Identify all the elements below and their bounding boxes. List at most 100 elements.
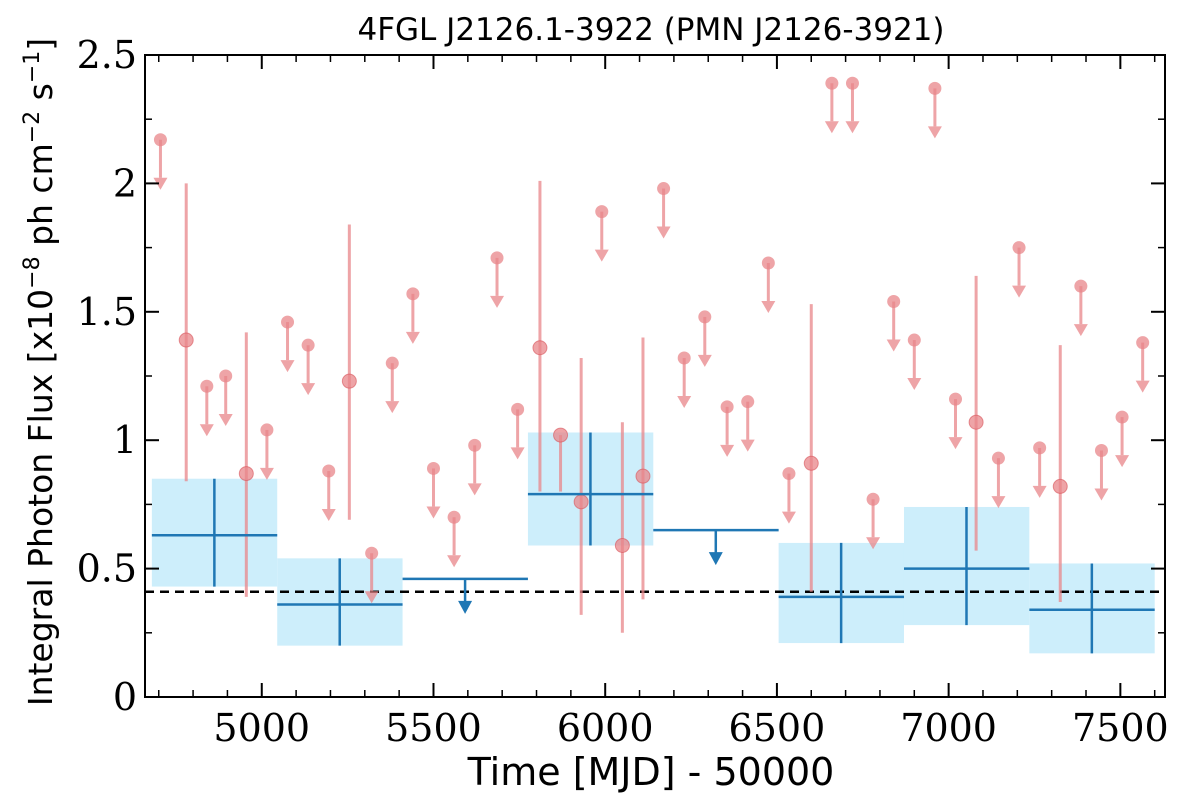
monthly-upper-limit-arrow <box>199 424 214 437</box>
y-label-exponent: −1 <box>20 51 45 83</box>
monthly-upper-limit-arrow <box>824 121 839 134</box>
monthly-upper-limit-arrow <box>886 339 901 352</box>
monthly-upper-limit-point <box>907 333 921 347</box>
monthly-upper-limit-arrow <box>1032 485 1047 498</box>
monthly-upper-limit-arrow <box>1012 285 1027 298</box>
monthly-upper-limit-point <box>365 546 379 560</box>
chart-title: 4FGL J2126.1-3922 (PMN J2126-3921) <box>357 12 944 48</box>
monthly-upper-limit-point <box>845 76 859 90</box>
yearly-upper-limit-arrow <box>708 552 723 566</box>
yearly-series <box>151 432 1155 654</box>
yearly-upper-limit-arrow <box>458 600 473 614</box>
monthly-upper-limit-arrow <box>301 383 316 396</box>
monthly-detection-point <box>803 455 819 471</box>
monthly-upper-limit-arrow <box>656 226 671 239</box>
monthly-upper-limit-point <box>260 423 274 437</box>
y-label-segment: ph cm <box>21 143 60 256</box>
y-tick-label: 0 <box>113 675 137 719</box>
monthly-upper-limit-point <box>782 467 796 481</box>
x-tick-label: 5000 <box>213 706 310 750</box>
monthly-upper-limit-point <box>301 338 315 352</box>
monthly-upper-limit-arrow <box>991 496 1006 509</box>
monthly-upper-limit-arrow <box>781 511 796 524</box>
monthly-detection-point <box>1052 478 1068 494</box>
y-axis-ticks: 0 0.5 1 1.5 2 2.5 <box>77 33 1165 719</box>
y-tick-label: 1 <box>113 418 137 462</box>
y-axis-label: Integral Photon Flux [x10−8 ph cm−2 s−1] <box>20 38 60 706</box>
monthly-upper-limit-arrow <box>948 437 963 450</box>
monthly-upper-limit-arrow <box>467 483 482 496</box>
x-axis-label: Time [MJD] - 50000 <box>467 750 835 794</box>
monthly-upper-limit-arrow <box>259 467 274 480</box>
y-tick-label: 1.5 <box>77 290 137 334</box>
monthly-upper-limit-point <box>866 492 880 506</box>
monthly-upper-limit-arrow <box>1073 324 1088 337</box>
monthly-upper-limit-point <box>406 287 420 301</box>
monthly-upper-limit-point <box>657 182 671 196</box>
y-tick-label: 2.5 <box>77 33 137 77</box>
monthly-series <box>153 76 1150 633</box>
monthly-detection-point <box>573 494 589 510</box>
monthly-upper-limit-arrow <box>845 121 860 134</box>
monthly-upper-limit-point <box>1012 241 1026 255</box>
monthly-detection-point <box>968 414 984 430</box>
monthly-upper-limit-arrow <box>447 555 462 568</box>
y-tick-label: 2 <box>113 161 137 205</box>
x-tick-label: 7000 <box>900 706 997 750</box>
monthly-upper-limit-point <box>426 461 440 475</box>
monthly-upper-limit-arrow <box>1094 488 1109 501</box>
monthly-upper-limit-arrow <box>321 509 336 522</box>
monthly-upper-limit-point <box>949 392 963 406</box>
monthly-upper-limit-arrow <box>364 591 379 604</box>
monthly-upper-limit-point <box>1115 410 1129 424</box>
monthly-upper-limit-arrow <box>866 537 881 550</box>
monthly-detection-point <box>635 468 651 484</box>
y-label-segment: ] <box>21 38 60 51</box>
monthly-upper-limit-point <box>887 295 901 309</box>
monthly-upper-limit-arrow <box>594 249 609 262</box>
monthly-upper-limit-point <box>200 379 214 393</box>
monthly-upper-limit-arrow <box>280 360 295 373</box>
monthly-upper-limit-arrow <box>761 301 776 314</box>
monthly-upper-limit-arrow <box>153 177 168 190</box>
monthly-upper-limit-arrow <box>907 378 922 391</box>
monthly-upper-limit-point <box>595 205 609 219</box>
monthly-upper-limit-point <box>720 400 734 414</box>
monthly-upper-limit-point <box>825 76 839 90</box>
y-label-exponent: −8 <box>20 256 45 288</box>
monthly-detection-point <box>553 427 569 443</box>
monthly-upper-limit-point <box>490 251 504 265</box>
x-axis-ticks: 5000 5500 6000 6500 7000 7500 <box>157 55 1169 750</box>
monthly-upper-limit-point <box>928 81 942 95</box>
y-label-segment: s <box>21 83 60 111</box>
monthly-upper-limit-point <box>741 395 755 409</box>
monthly-upper-limit-point <box>468 438 482 452</box>
monthly-detection-point <box>178 332 194 348</box>
monthly-upper-limit-point <box>698 310 712 324</box>
monthly-upper-limit-arrow <box>218 414 233 426</box>
y-tick-label: 0.5 <box>77 547 137 591</box>
monthly-upper-limit-point <box>677 351 691 365</box>
x-tick-label: 5500 <box>385 706 482 750</box>
monthly-upper-limit-arrow <box>405 331 420 344</box>
monthly-upper-limit-point <box>281 315 295 329</box>
monthly-upper-limit-arrow <box>1135 380 1150 393</box>
x-tick-label: 6500 <box>729 706 826 750</box>
monthly-upper-limit-point <box>1136 336 1150 350</box>
monthly-upper-limit-point <box>511 402 525 416</box>
monthly-upper-limit-point <box>153 133 167 147</box>
monthly-detection-point <box>614 537 630 553</box>
monthly-upper-limit-point <box>1074 279 1088 293</box>
monthly-upper-limit-point <box>447 510 461 524</box>
monthly-upper-limit-point <box>385 356 399 370</box>
monthly-detection-point <box>238 466 254 482</box>
monthly-upper-limit-arrow <box>697 354 712 367</box>
x-tick-label: 7500 <box>1072 706 1169 750</box>
monthly-detection-point <box>532 340 548 356</box>
monthly-upper-limit-arrow <box>510 447 525 460</box>
monthly-upper-limit-arrow <box>1115 455 1130 468</box>
monthly-upper-limit-arrow <box>927 126 942 139</box>
y-label-exponent: −2 <box>20 111 45 143</box>
monthly-upper-limit-point <box>219 369 233 383</box>
